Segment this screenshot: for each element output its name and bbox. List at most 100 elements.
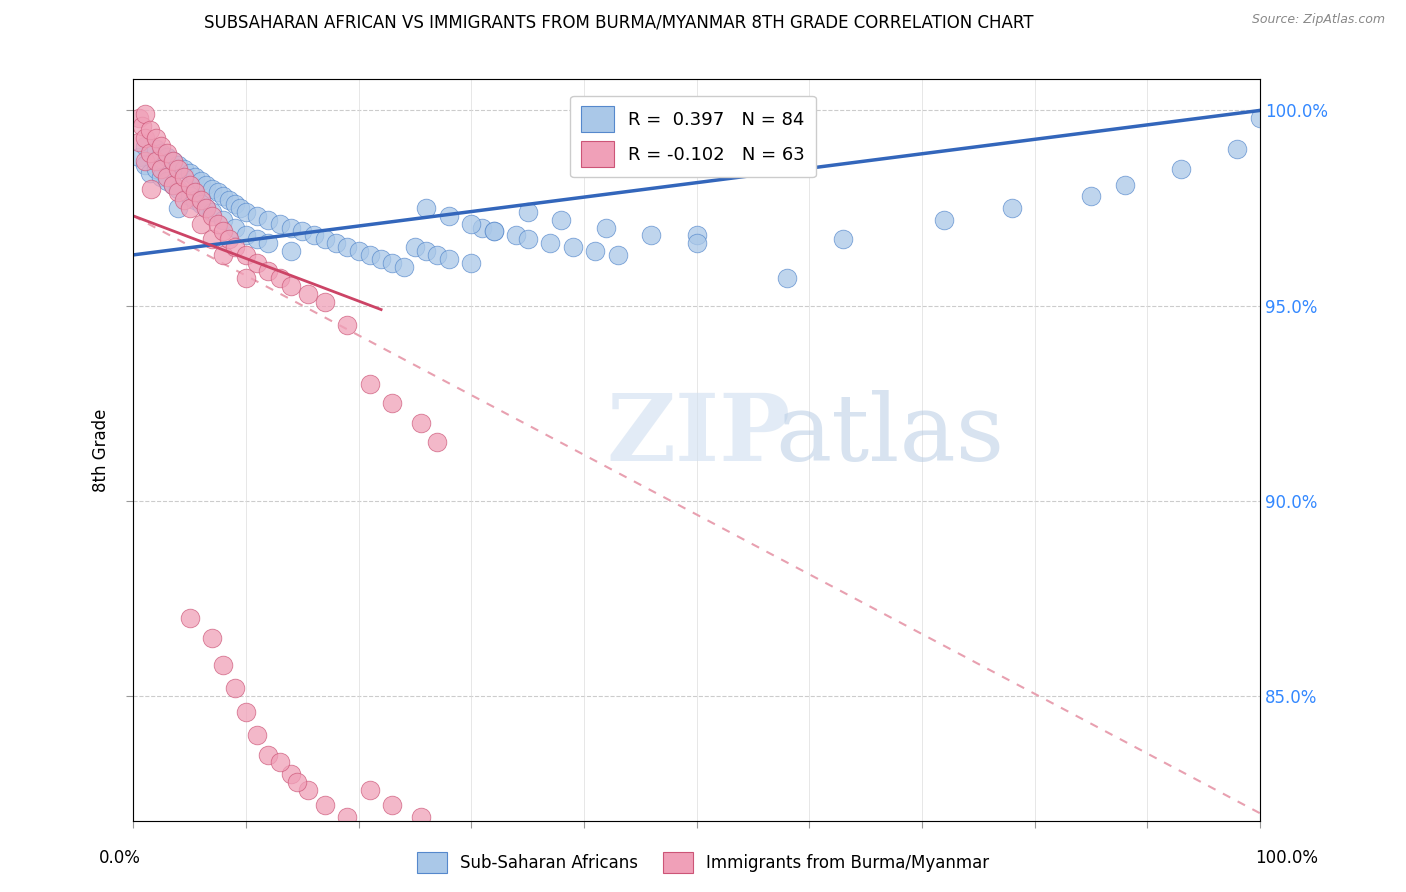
Point xyxy=(134,130,156,145)
Text: atlas: atlas xyxy=(776,391,1005,480)
Point xyxy=(224,220,246,235)
Point xyxy=(370,252,392,266)
Legend: R =  0.397   N = 84, R = -0.102   N = 63: R = 0.397 N = 84, R = -0.102 N = 63 xyxy=(571,95,815,178)
Point xyxy=(235,228,257,243)
Point xyxy=(190,217,212,231)
Point xyxy=(162,178,184,192)
Point xyxy=(336,240,359,254)
Point xyxy=(314,294,336,309)
Point xyxy=(381,256,404,270)
Point xyxy=(297,782,319,797)
Point xyxy=(190,193,212,207)
Point xyxy=(139,146,162,161)
Point xyxy=(291,225,314,239)
Point xyxy=(404,240,426,254)
Point xyxy=(156,169,179,184)
Point xyxy=(409,416,432,430)
Text: 0.0%: 0.0% xyxy=(98,849,141,867)
Point xyxy=(179,201,201,215)
Point xyxy=(156,146,179,161)
Point xyxy=(359,248,381,262)
Point xyxy=(150,138,173,153)
Point xyxy=(207,217,229,231)
Point xyxy=(280,767,302,781)
Point xyxy=(184,169,207,184)
Point xyxy=(150,146,173,161)
Point xyxy=(347,244,370,258)
Point xyxy=(538,236,561,251)
Point xyxy=(128,135,150,149)
Point xyxy=(134,154,156,169)
Point xyxy=(179,611,201,625)
Point xyxy=(583,244,606,258)
Point xyxy=(156,174,179,188)
Point xyxy=(201,205,224,219)
Point xyxy=(246,209,269,223)
Point xyxy=(280,220,302,235)
Point xyxy=(145,143,167,157)
Text: Source: ZipAtlas.com: Source: ZipAtlas.com xyxy=(1251,13,1385,27)
Point xyxy=(212,248,235,262)
Point xyxy=(235,248,257,262)
Point xyxy=(184,193,207,207)
Point xyxy=(128,150,150,164)
Point xyxy=(218,232,240,246)
Point xyxy=(471,220,494,235)
Point xyxy=(201,631,224,645)
Point xyxy=(167,201,190,215)
Point xyxy=(190,197,212,211)
Point xyxy=(685,228,707,243)
Point xyxy=(167,161,190,176)
Point xyxy=(179,189,201,203)
Point xyxy=(150,169,173,184)
Point xyxy=(437,252,460,266)
Point xyxy=(150,161,173,176)
Point xyxy=(195,201,218,215)
Point xyxy=(212,225,235,239)
Point xyxy=(409,810,432,824)
Point xyxy=(141,181,163,195)
Point xyxy=(269,756,291,770)
Point xyxy=(1170,161,1192,176)
Point xyxy=(415,244,437,258)
Point xyxy=(218,193,240,207)
Point xyxy=(505,228,527,243)
Point xyxy=(134,158,156,172)
Point xyxy=(516,232,538,246)
Point xyxy=(516,205,538,219)
Point xyxy=(212,212,235,227)
Point xyxy=(207,186,229,200)
Point xyxy=(224,681,246,696)
Point xyxy=(482,225,505,239)
Point xyxy=(162,178,184,192)
Point xyxy=(426,248,449,262)
Point xyxy=(359,376,381,391)
Point xyxy=(606,248,628,262)
Point xyxy=(179,178,201,192)
Point xyxy=(162,154,184,169)
Point xyxy=(336,810,359,824)
Point xyxy=(235,705,257,719)
Point xyxy=(162,154,184,169)
Point xyxy=(426,435,449,450)
Point xyxy=(195,201,218,215)
Point xyxy=(173,169,195,184)
Point xyxy=(460,256,482,270)
Point xyxy=(280,279,302,293)
Point xyxy=(460,217,482,231)
Point xyxy=(934,212,956,227)
Point xyxy=(257,263,280,277)
Point xyxy=(201,209,224,223)
Point xyxy=(1226,143,1249,157)
Point xyxy=(640,228,662,243)
Point xyxy=(145,130,167,145)
Point xyxy=(131,119,153,133)
Point xyxy=(285,775,308,789)
Point xyxy=(482,225,505,239)
Point xyxy=(235,205,257,219)
Point xyxy=(224,240,246,254)
Point xyxy=(145,154,167,169)
Point xyxy=(195,178,218,192)
Point xyxy=(246,728,269,742)
Point xyxy=(184,186,207,200)
